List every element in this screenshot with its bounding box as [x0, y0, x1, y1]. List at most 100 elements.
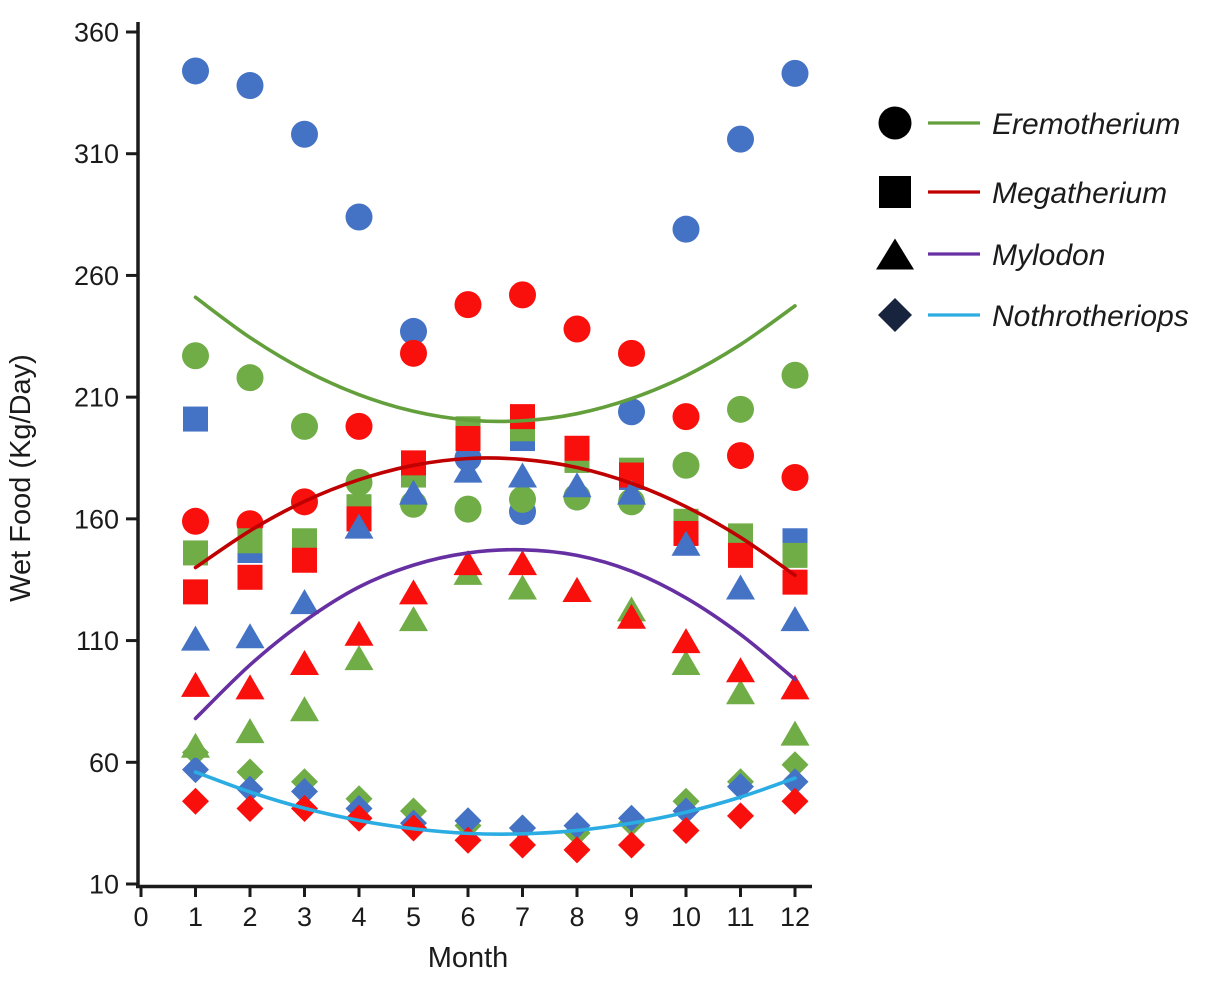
- data-point-mylodon-red: [780, 674, 810, 700]
- data-point-eremotherium-green: [781, 361, 809, 389]
- x-tick-label: 5: [406, 902, 421, 932]
- data-point-nothrotheriops-blue: [454, 807, 482, 835]
- legend-label-megatherium: Megatherium: [992, 177, 1167, 210]
- data-point-eremotherium-blue: [727, 125, 754, 153]
- data-point-mylodon-red: [235, 674, 265, 700]
- data-point-mylodon-blue: [344, 513, 374, 539]
- data-point-mylodon-red: [671, 628, 701, 654]
- x-tick-label: 0: [133, 902, 148, 932]
- data-point-eremotherium-blue: [291, 120, 318, 148]
- data-point-mylodon-green: [344, 645, 374, 671]
- data-point-mylodon-red: [562, 576, 592, 602]
- data-point-nothrotheriops-red: [345, 804, 373, 832]
- data-point-mylodon-blue: [399, 479, 428, 505]
- x-tick-label: 12: [780, 902, 810, 932]
- data-point-eremotherium-red: [618, 339, 645, 367]
- data-point-mylodon-red: [344, 620, 374, 646]
- y-tick-label: 60: [89, 748, 119, 778]
- data-point-eremotherium-green: [454, 495, 482, 523]
- data-point-mylodon-blue: [453, 457, 483, 483]
- x-tick-label: 1: [188, 902, 203, 932]
- data-point-megatherium-red: [564, 435, 590, 461]
- x-tick-label: 8: [569, 902, 584, 932]
- data-point-megatherium-green: [782, 542, 808, 568]
- data-point-mylodon-red: [181, 671, 210, 697]
- x-tick-label: 9: [624, 902, 639, 932]
- data-point-nothrotheriops-red: [236, 795, 264, 823]
- data-point-eremotherium-blue: [781, 59, 809, 87]
- data-point-nothrotheriops-red: [182, 787, 209, 815]
- data-point-mylodon-red: [726, 657, 755, 683]
- x-tick-label: 3: [297, 902, 312, 932]
- data-point-eremotherium-red: [563, 315, 591, 343]
- data-point-megatherium-red: [237, 564, 263, 590]
- data-point-eremotherium-blue: [182, 57, 209, 85]
- x-axis-title: Month: [428, 942, 509, 974]
- data-point-mylodon-blue: [671, 530, 701, 556]
- y-tick-label: 160: [74, 504, 119, 534]
- x-tick-label: 11: [726, 902, 754, 932]
- x-tick-label: 4: [351, 902, 366, 932]
- data-point-mylodon-blue: [562, 472, 592, 498]
- y-tick-label: 260: [74, 261, 119, 291]
- data-point-mylodon-red: [617, 603, 646, 629]
- data-point-nothrotheriops-red: [672, 816, 700, 844]
- data-point-megatherium-blue: [183, 406, 208, 432]
- data-point-eremotherium-red: [182, 507, 209, 535]
- x-tick-label: 10: [671, 902, 701, 932]
- data-point-eremotherium-green: [291, 412, 318, 440]
- data-point-eremotherium-red: [781, 463, 809, 491]
- data-point-mylodon-green: [780, 720, 810, 746]
- data-point-mylodon-blue: [181, 625, 210, 651]
- data-point-mylodon-red: [508, 550, 537, 576]
- data-point-eremotherium-green: [727, 395, 754, 423]
- data-point-nothrotheriops-red: [454, 826, 482, 854]
- trend-line-mylodon: [193, 547, 797, 721]
- data-point-eremotherium-green: [672, 451, 700, 479]
- trend-line-nothrotheriops: [193, 770, 797, 836]
- data-point-mylodon-blue: [508, 462, 537, 488]
- legend-square-icon: [879, 176, 911, 208]
- data-point-eremotherium-red: [672, 403, 700, 431]
- data-point-megatherium-red: [455, 426, 481, 452]
- data-point-eremotherium-blue: [400, 317, 427, 345]
- data-point-eremotherium-green: [345, 468, 373, 496]
- data-point-eremotherium-red: [454, 291, 482, 319]
- data-point-nothrotheriops-red: [781, 787, 809, 815]
- data-point-mylodon-green: [399, 606, 428, 632]
- data-point-mylodon-green: [726, 679, 755, 705]
- x-tick-label: 2: [242, 902, 257, 932]
- trend-line-eremotherium: [193, 295, 797, 424]
- x-tick-label: 6: [460, 902, 475, 932]
- data-point-nothrotheriops-blue: [291, 778, 318, 806]
- data-point-mylodon-green: [290, 696, 319, 722]
- data-point-nothrotheriops-red: [727, 802, 754, 830]
- legend-triangle-icon: [876, 238, 914, 270]
- legend-label-mylodon: Mylodon: [992, 239, 1105, 272]
- data-point-nothrotheriops-red: [509, 831, 536, 859]
- data-point-mylodon-red: [453, 550, 483, 576]
- y-tick-label: 360: [74, 18, 119, 48]
- legend-diamond-icon: [878, 298, 912, 332]
- legend-label-eremotherium: Eremotherium: [992, 108, 1180, 141]
- data-point-eremotherium-green: [236, 364, 264, 392]
- data-point-mylodon-red: [399, 579, 428, 605]
- x-tick-label: 7: [515, 902, 530, 932]
- y-tick-label: 110: [76, 626, 119, 656]
- data-point-eremotherium-red: [727, 442, 754, 470]
- y-tick-label: 10: [89, 870, 119, 900]
- data-point-nothrotheriops-red: [563, 836, 591, 864]
- data-point-megatherium-red: [728, 542, 753, 568]
- data-point-eremotherium-red: [345, 412, 373, 440]
- data-point-eremotherium-red: [509, 281, 536, 309]
- data-point-megatherium-red: [292, 547, 317, 573]
- data-point-eremotherium-green: [509, 485, 536, 513]
- data-point-eremotherium-blue: [618, 398, 645, 426]
- data-point-eremotherium-red: [400, 339, 427, 367]
- data-point-eremotherium-blue: [345, 203, 373, 231]
- data-point-eremotherium-blue: [672, 215, 700, 243]
- data-point-mylodon-blue: [290, 589, 319, 615]
- data-point-nothrotheriops-blue: [781, 768, 809, 796]
- data-point-mylodon-red: [290, 649, 319, 675]
